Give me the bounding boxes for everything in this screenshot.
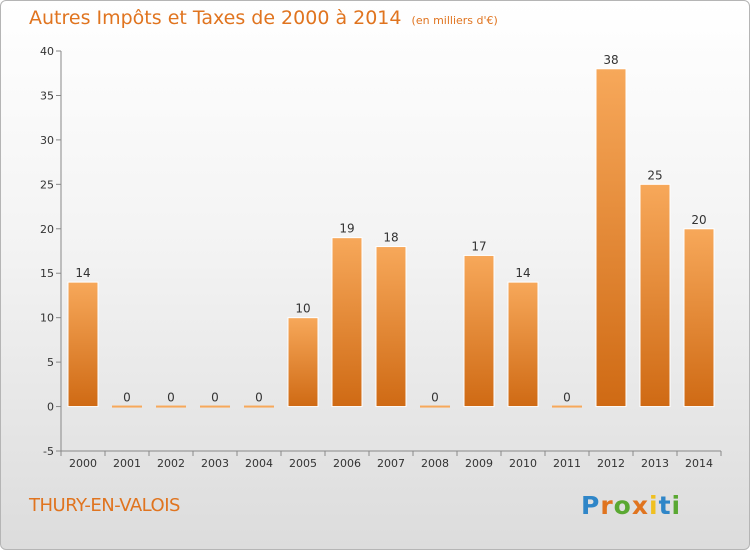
data-label: 18 — [383, 231, 398, 245]
x-tick-label: 2001 — [113, 457, 141, 470]
x-tick-label: 2007 — [377, 457, 405, 470]
y-tick-label: 40 — [40, 45, 54, 58]
y-tick-label: 15 — [40, 267, 54, 280]
x-tick-label: 2013 — [641, 457, 669, 470]
y-tick-label: 10 — [40, 312, 54, 325]
x-tick-label: 2002 — [157, 457, 185, 470]
logo-letter: t — [658, 491, 672, 520]
x-tick-label: 2006 — [333, 457, 361, 470]
x-tick-label: 2011 — [553, 457, 581, 470]
bar — [244, 405, 274, 408]
y-tick-label: -5 — [43, 445, 54, 458]
data-label: 17 — [471, 239, 486, 253]
logo-letter: r — [600, 491, 614, 520]
bar — [200, 405, 230, 408]
subtitle-text: (en milliers d'€) — [411, 14, 498, 27]
x-tick-label: 2005 — [289, 457, 317, 470]
logo-letter: i — [649, 491, 659, 520]
bar — [683, 228, 715, 408]
bar — [375, 246, 407, 408]
chart-title: Autres Impôts et Taxes de 2000 à 2014 (e… — [29, 7, 498, 29]
x-tick-label: 2004 — [245, 457, 273, 470]
x-tick-label: 2010 — [509, 457, 537, 470]
x-tick-label: 2003 — [201, 457, 229, 470]
data-label: 0 — [211, 391, 219, 405]
y-tick-label: 5 — [47, 356, 54, 369]
bar — [463, 254, 495, 408]
y-tick-label: 20 — [40, 223, 54, 236]
data-label: 14 — [515, 266, 530, 280]
data-label: 0 — [123, 391, 131, 405]
y-tick-label: 35 — [40, 89, 54, 102]
bar — [595, 68, 627, 408]
logo-letter: o — [613, 491, 632, 520]
bar — [331, 237, 363, 408]
data-label: 25 — [647, 168, 662, 182]
x-tick-label: 2014 — [685, 457, 713, 470]
bar — [552, 405, 582, 408]
bar — [67, 281, 99, 408]
bar — [112, 405, 142, 408]
bar — [420, 405, 450, 408]
x-tick-label: 2008 — [421, 457, 449, 470]
x-tick-label: 2009 — [465, 457, 493, 470]
data-label: 0 — [255, 391, 263, 405]
proxiti-logo: Proxiti — [581, 491, 681, 520]
x-tick-label: 2012 — [597, 457, 625, 470]
bar — [287, 317, 319, 408]
data-label: 19 — [339, 222, 354, 236]
logo-letter: P — [581, 491, 601, 520]
data-label: 0 — [563, 391, 571, 405]
logo-letter: x — [631, 491, 649, 520]
bar — [507, 281, 539, 408]
data-label: 14 — [75, 266, 90, 280]
y-tick-label: 25 — [40, 178, 54, 191]
data-label: 20 — [691, 213, 706, 227]
title-text: Autres Impôts et Taxes de 2000 à 2014 — [29, 7, 402, 29]
data-label: 0 — [431, 391, 439, 405]
bar — [156, 405, 186, 408]
y-tick-label: 30 — [40, 134, 54, 147]
data-label: 10 — [295, 302, 310, 316]
x-tick-label: 2000 — [69, 457, 97, 470]
bar — [639, 183, 671, 408]
logo-letter: i — [671, 491, 682, 520]
y-tick-label: 0 — [47, 401, 54, 414]
commune-name: THURY-EN-VALOIS — [29, 495, 180, 516]
data-label: 0 — [167, 391, 175, 405]
data-label: 38 — [603, 53, 618, 67]
